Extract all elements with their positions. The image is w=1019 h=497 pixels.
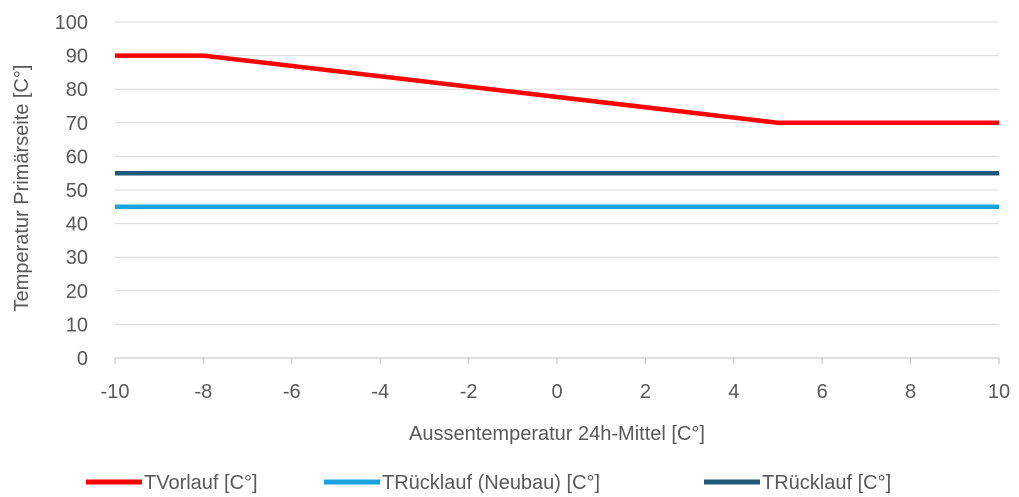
x-tick-label: 4 bbox=[728, 381, 739, 403]
y-tick-label: 30 bbox=[66, 247, 88, 269]
legend-item-1: TVorlauf [C°] bbox=[86, 472, 258, 494]
gridlines bbox=[115, 21, 999, 325]
y-tick-label: 90 bbox=[66, 46, 88, 68]
legend-label: TVorlauf [C°] bbox=[144, 472, 258, 494]
y-tick-label: 80 bbox=[66, 79, 88, 101]
x-axis-ticks: -10 -8 -6 -4 -2 0 2 4 6 8 10 bbox=[101, 381, 1011, 403]
y-tick-label: 10 bbox=[66, 314, 88, 336]
y-tick-label: 20 bbox=[66, 281, 88, 303]
y-tick-label: 60 bbox=[66, 146, 88, 168]
y-tick-label: 50 bbox=[66, 180, 88, 202]
x-tick-label: 10 bbox=[988, 381, 1010, 403]
legend-label: TRücklauf [C°] bbox=[762, 472, 891, 494]
x-tick-label: -4 bbox=[371, 381, 389, 403]
y-tick-label: 100 bbox=[55, 12, 88, 34]
x-tick-label: 6 bbox=[817, 381, 828, 403]
legend: TVorlauf [C°] TRücklauf (Neubau) [C°] TRüc… bbox=[86, 472, 891, 494]
series-line-1 bbox=[115, 53, 999, 126]
x-tick-label: 0 bbox=[551, 381, 562, 403]
x-tick-label: -8 bbox=[195, 381, 213, 403]
x-tick-label: 2 bbox=[640, 381, 651, 403]
x-axis bbox=[114, 357, 1000, 364]
x-tick-label: -2 bbox=[460, 381, 478, 403]
legend-label: TRücklauf (Neubau) [C°] bbox=[382, 472, 600, 494]
y-axis-ticks: 0 10 20 30 40 50 60 70 80 90 100 bbox=[55, 12, 88, 370]
series-lines bbox=[115, 53, 999, 210]
y-tick-label: 40 bbox=[66, 214, 88, 236]
x-tick-label: -6 bbox=[283, 381, 301, 403]
x-tick-label: -10 bbox=[101, 381, 130, 403]
x-axis-title: Aussentemperatur 24h-Mittel [C°] bbox=[409, 423, 705, 445]
y-axis-title: Temperatur Primärseite [C°] bbox=[11, 65, 33, 312]
legend-item-2: TRücklauf (Neubau) [C°] bbox=[324, 472, 600, 494]
x-tick-label: 8 bbox=[905, 381, 916, 403]
y-tick-label: 70 bbox=[66, 113, 88, 135]
legend-item-3: TRücklauf [C°] bbox=[704, 472, 891, 494]
y-tick-label: 0 bbox=[77, 348, 88, 370]
